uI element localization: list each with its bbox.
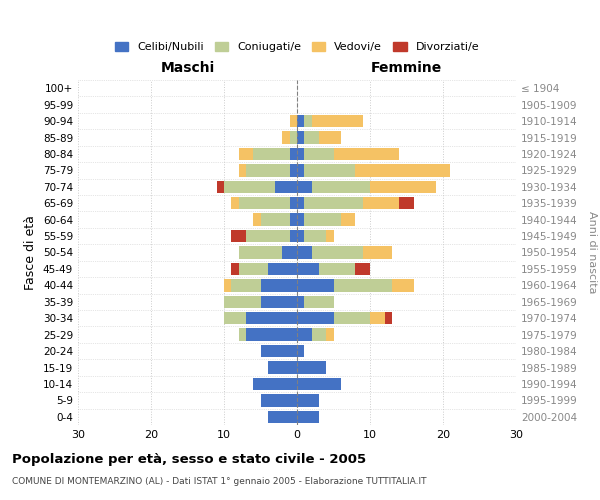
Bar <box>246 312 297 324</box>
Bar <box>246 164 290 176</box>
Bar <box>362 246 392 258</box>
Bar <box>232 263 239 275</box>
Bar <box>311 328 326 341</box>
Bar <box>370 180 436 193</box>
Bar <box>246 328 297 341</box>
Bar <box>341 214 355 226</box>
Bar <box>304 214 341 226</box>
Bar <box>297 263 319 275</box>
Bar <box>224 296 260 308</box>
Bar <box>246 230 290 242</box>
Bar <box>290 132 297 143</box>
Y-axis label: Anni di nascita: Anni di nascita <box>587 211 597 294</box>
Bar <box>297 410 319 423</box>
Bar <box>239 148 253 160</box>
Bar <box>399 197 414 209</box>
Bar <box>239 164 246 176</box>
Text: Femmine: Femmine <box>371 61 442 75</box>
Bar <box>260 214 290 226</box>
Bar <box>334 312 370 324</box>
Bar <box>297 164 304 176</box>
Bar <box>297 345 304 357</box>
Bar <box>355 263 370 275</box>
Bar <box>260 394 297 406</box>
Bar <box>283 246 297 258</box>
Bar <box>297 362 326 374</box>
Bar <box>290 197 297 209</box>
Bar <box>260 279 297 291</box>
Bar <box>297 132 304 143</box>
Bar <box>290 148 297 160</box>
Bar <box>304 197 362 209</box>
Bar <box>290 230 297 242</box>
Bar <box>217 180 224 193</box>
Bar <box>392 279 414 291</box>
Bar <box>224 312 246 324</box>
Bar <box>253 148 290 160</box>
Bar <box>304 132 319 143</box>
Bar <box>290 164 297 176</box>
Bar <box>385 312 392 324</box>
Bar <box>311 180 370 193</box>
Bar <box>362 197 399 209</box>
Bar <box>304 148 334 160</box>
Bar <box>355 164 450 176</box>
Bar <box>326 328 334 341</box>
Bar <box>283 132 290 143</box>
Bar <box>268 362 297 374</box>
Bar <box>297 214 304 226</box>
Bar <box>275 180 297 193</box>
Bar <box>297 328 311 341</box>
Bar <box>297 148 304 160</box>
Bar <box>334 279 392 291</box>
Bar <box>311 246 363 258</box>
Bar <box>297 197 304 209</box>
Bar <box>297 115 304 127</box>
Bar <box>297 279 334 291</box>
Bar <box>232 230 246 242</box>
Bar <box>260 345 297 357</box>
Bar <box>232 279 260 291</box>
Bar <box>239 263 268 275</box>
Bar <box>319 263 355 275</box>
Bar <box>370 312 385 324</box>
Text: COMUNE DI MONTEMARZINO (AL) - Dati ISTAT 1° gennaio 2005 - Elaborazione TUTTITAL: COMUNE DI MONTEMARZINO (AL) - Dati ISTAT… <box>12 478 427 486</box>
Bar <box>304 164 355 176</box>
Bar <box>334 148 399 160</box>
Bar <box>253 214 260 226</box>
Bar <box>297 296 304 308</box>
Text: Maschi: Maschi <box>160 61 215 75</box>
Bar <box>311 115 363 127</box>
Bar <box>224 180 275 193</box>
Bar <box>304 230 326 242</box>
Bar <box>297 246 311 258</box>
Bar <box>239 197 290 209</box>
Bar <box>304 296 334 308</box>
Bar <box>224 279 232 291</box>
Bar <box>239 246 283 258</box>
Bar <box>260 296 297 308</box>
Bar <box>297 378 341 390</box>
Bar <box>304 115 311 127</box>
Bar <box>268 263 297 275</box>
Bar <box>326 230 334 242</box>
Bar <box>232 197 239 209</box>
Bar <box>290 115 297 127</box>
Bar <box>268 410 297 423</box>
Bar <box>297 230 304 242</box>
Bar <box>239 328 246 341</box>
Y-axis label: Fasce di età: Fasce di età <box>25 215 37 290</box>
Bar <box>319 132 341 143</box>
Legend: Celibi/Nubili, Coniugati/e, Vedovi/e, Divorziati/e: Celibi/Nubili, Coniugati/e, Vedovi/e, Di… <box>110 38 484 56</box>
Bar <box>297 394 319 406</box>
Bar <box>297 312 334 324</box>
Bar <box>297 180 311 193</box>
Bar <box>290 214 297 226</box>
Bar <box>253 378 297 390</box>
Text: Popolazione per età, sesso e stato civile - 2005: Popolazione per età, sesso e stato civil… <box>12 452 366 466</box>
